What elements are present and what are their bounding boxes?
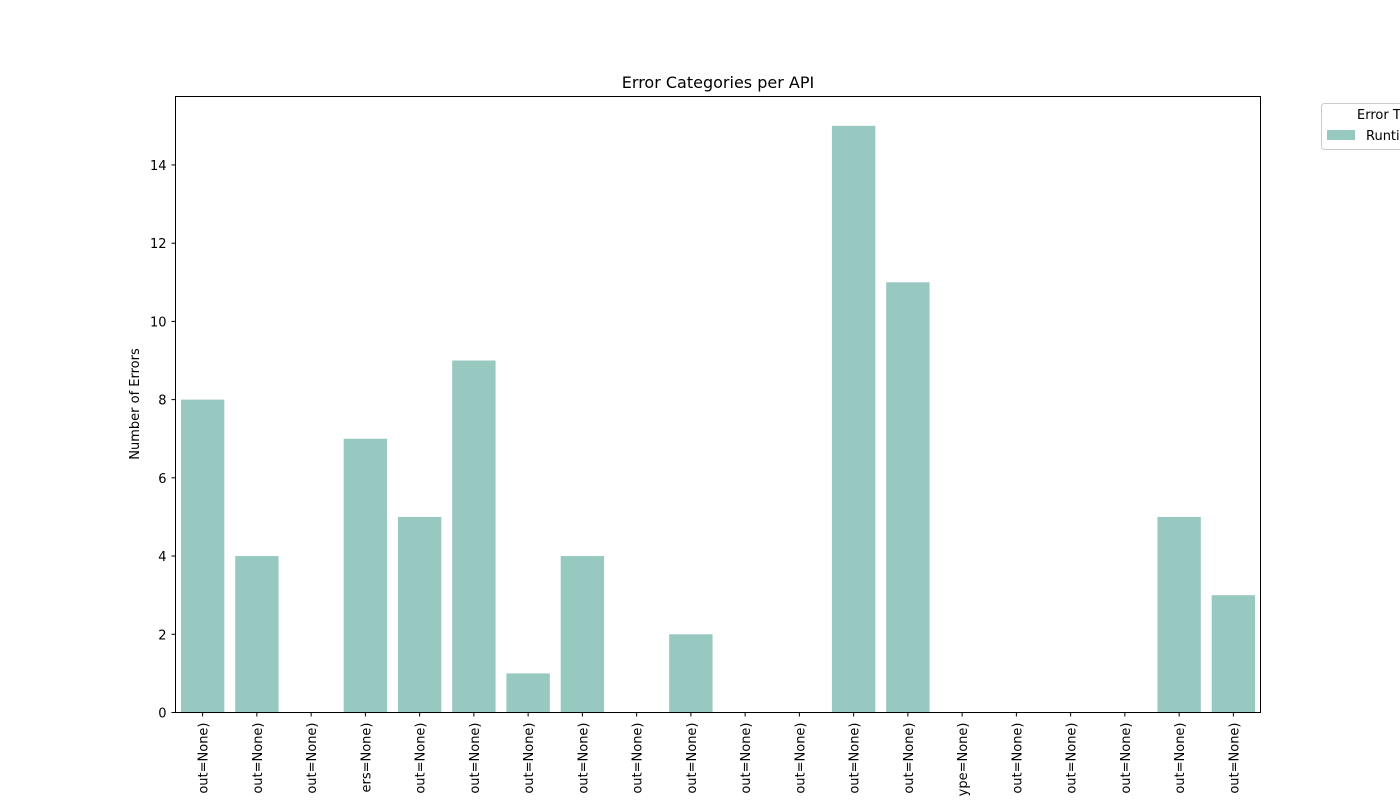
bar-7	[560, 556, 605, 713]
x-tick-label-15: out=None)	[1010, 723, 1025, 794]
bar-18	[1157, 516, 1201, 713]
bar-12	[831, 125, 876, 713]
x-tick-label-7: out=None)	[576, 723, 591, 794]
x-tick-label-3: ers=None)	[359, 723, 374, 793]
bar-9	[669, 634, 713, 713]
plot-frame	[175, 96, 1261, 713]
x-tick-label-4: out=None)	[414, 723, 429, 794]
x-tick-label-17: out=None)	[1119, 723, 1134, 794]
x-tick-label-2: out=None)	[305, 723, 320, 794]
x-tick-label-1: out=None)	[251, 723, 266, 794]
bar-1	[235, 556, 279, 713]
x-tick-label-5: out=None)	[468, 723, 483, 794]
legend-swatch	[1327, 130, 1355, 140]
y-tick-label-5: 10	[150, 315, 167, 330]
x-tick-label-16: out=None)	[1065, 723, 1080, 794]
bar-19	[1211, 595, 1256, 713]
x-tick-label-9: out=None)	[685, 723, 700, 794]
bar-6	[506, 673, 550, 713]
y-tick-label-4: 8	[158, 394, 166, 409]
y-tick-label-1: 2	[158, 628, 166, 643]
x-tick-label-0: out=None)	[197, 723, 212, 794]
legend: Error T Runti	[1321, 103, 1400, 150]
y-tick-label-3: 6	[158, 472, 166, 487]
x-tick-label-14: ype=None)	[956, 723, 971, 797]
y-axis-ticks: 0 2 4 6 8 10 12 14	[150, 159, 176, 722]
y-tick-label-2: 4	[158, 550, 166, 565]
x-tick-label-13: out=None)	[902, 723, 917, 794]
x-tick-label-18: out=None)	[1173, 723, 1188, 794]
y-tick-label-0: 0	[158, 707, 166, 722]
x-tick-label-12: out=None)	[848, 723, 863, 794]
x-axis-ticks: out=None) out=None) out=None) ers=None) out=…	[197, 712, 1242, 797]
x-tick-label-6: out=None)	[522, 723, 537, 794]
x-tick-label-8: out=None)	[631, 723, 646, 794]
bar-0	[180, 399, 225, 713]
bar-3	[343, 438, 388, 713]
bar-13	[886, 282, 930, 713]
x-tick-label-19: out=None)	[1227, 723, 1242, 794]
y-tick-label-7: 14	[150, 159, 167, 174]
bars-group	[180, 125, 1256, 713]
y-axis-label: Number of Errors	[128, 348, 143, 460]
y-tick-label-6: 12	[150, 237, 167, 252]
x-tick-label-11: out=None)	[793, 723, 808, 794]
chart-title: Error Categories per API	[622, 73, 814, 92]
bar-5	[452, 360, 496, 713]
legend-series-label: Runti	[1366, 129, 1400, 144]
bar-4	[397, 516, 442, 713]
legend-title: Error T	[1357, 108, 1400, 123]
x-tick-label-10: out=None)	[739, 723, 754, 794]
